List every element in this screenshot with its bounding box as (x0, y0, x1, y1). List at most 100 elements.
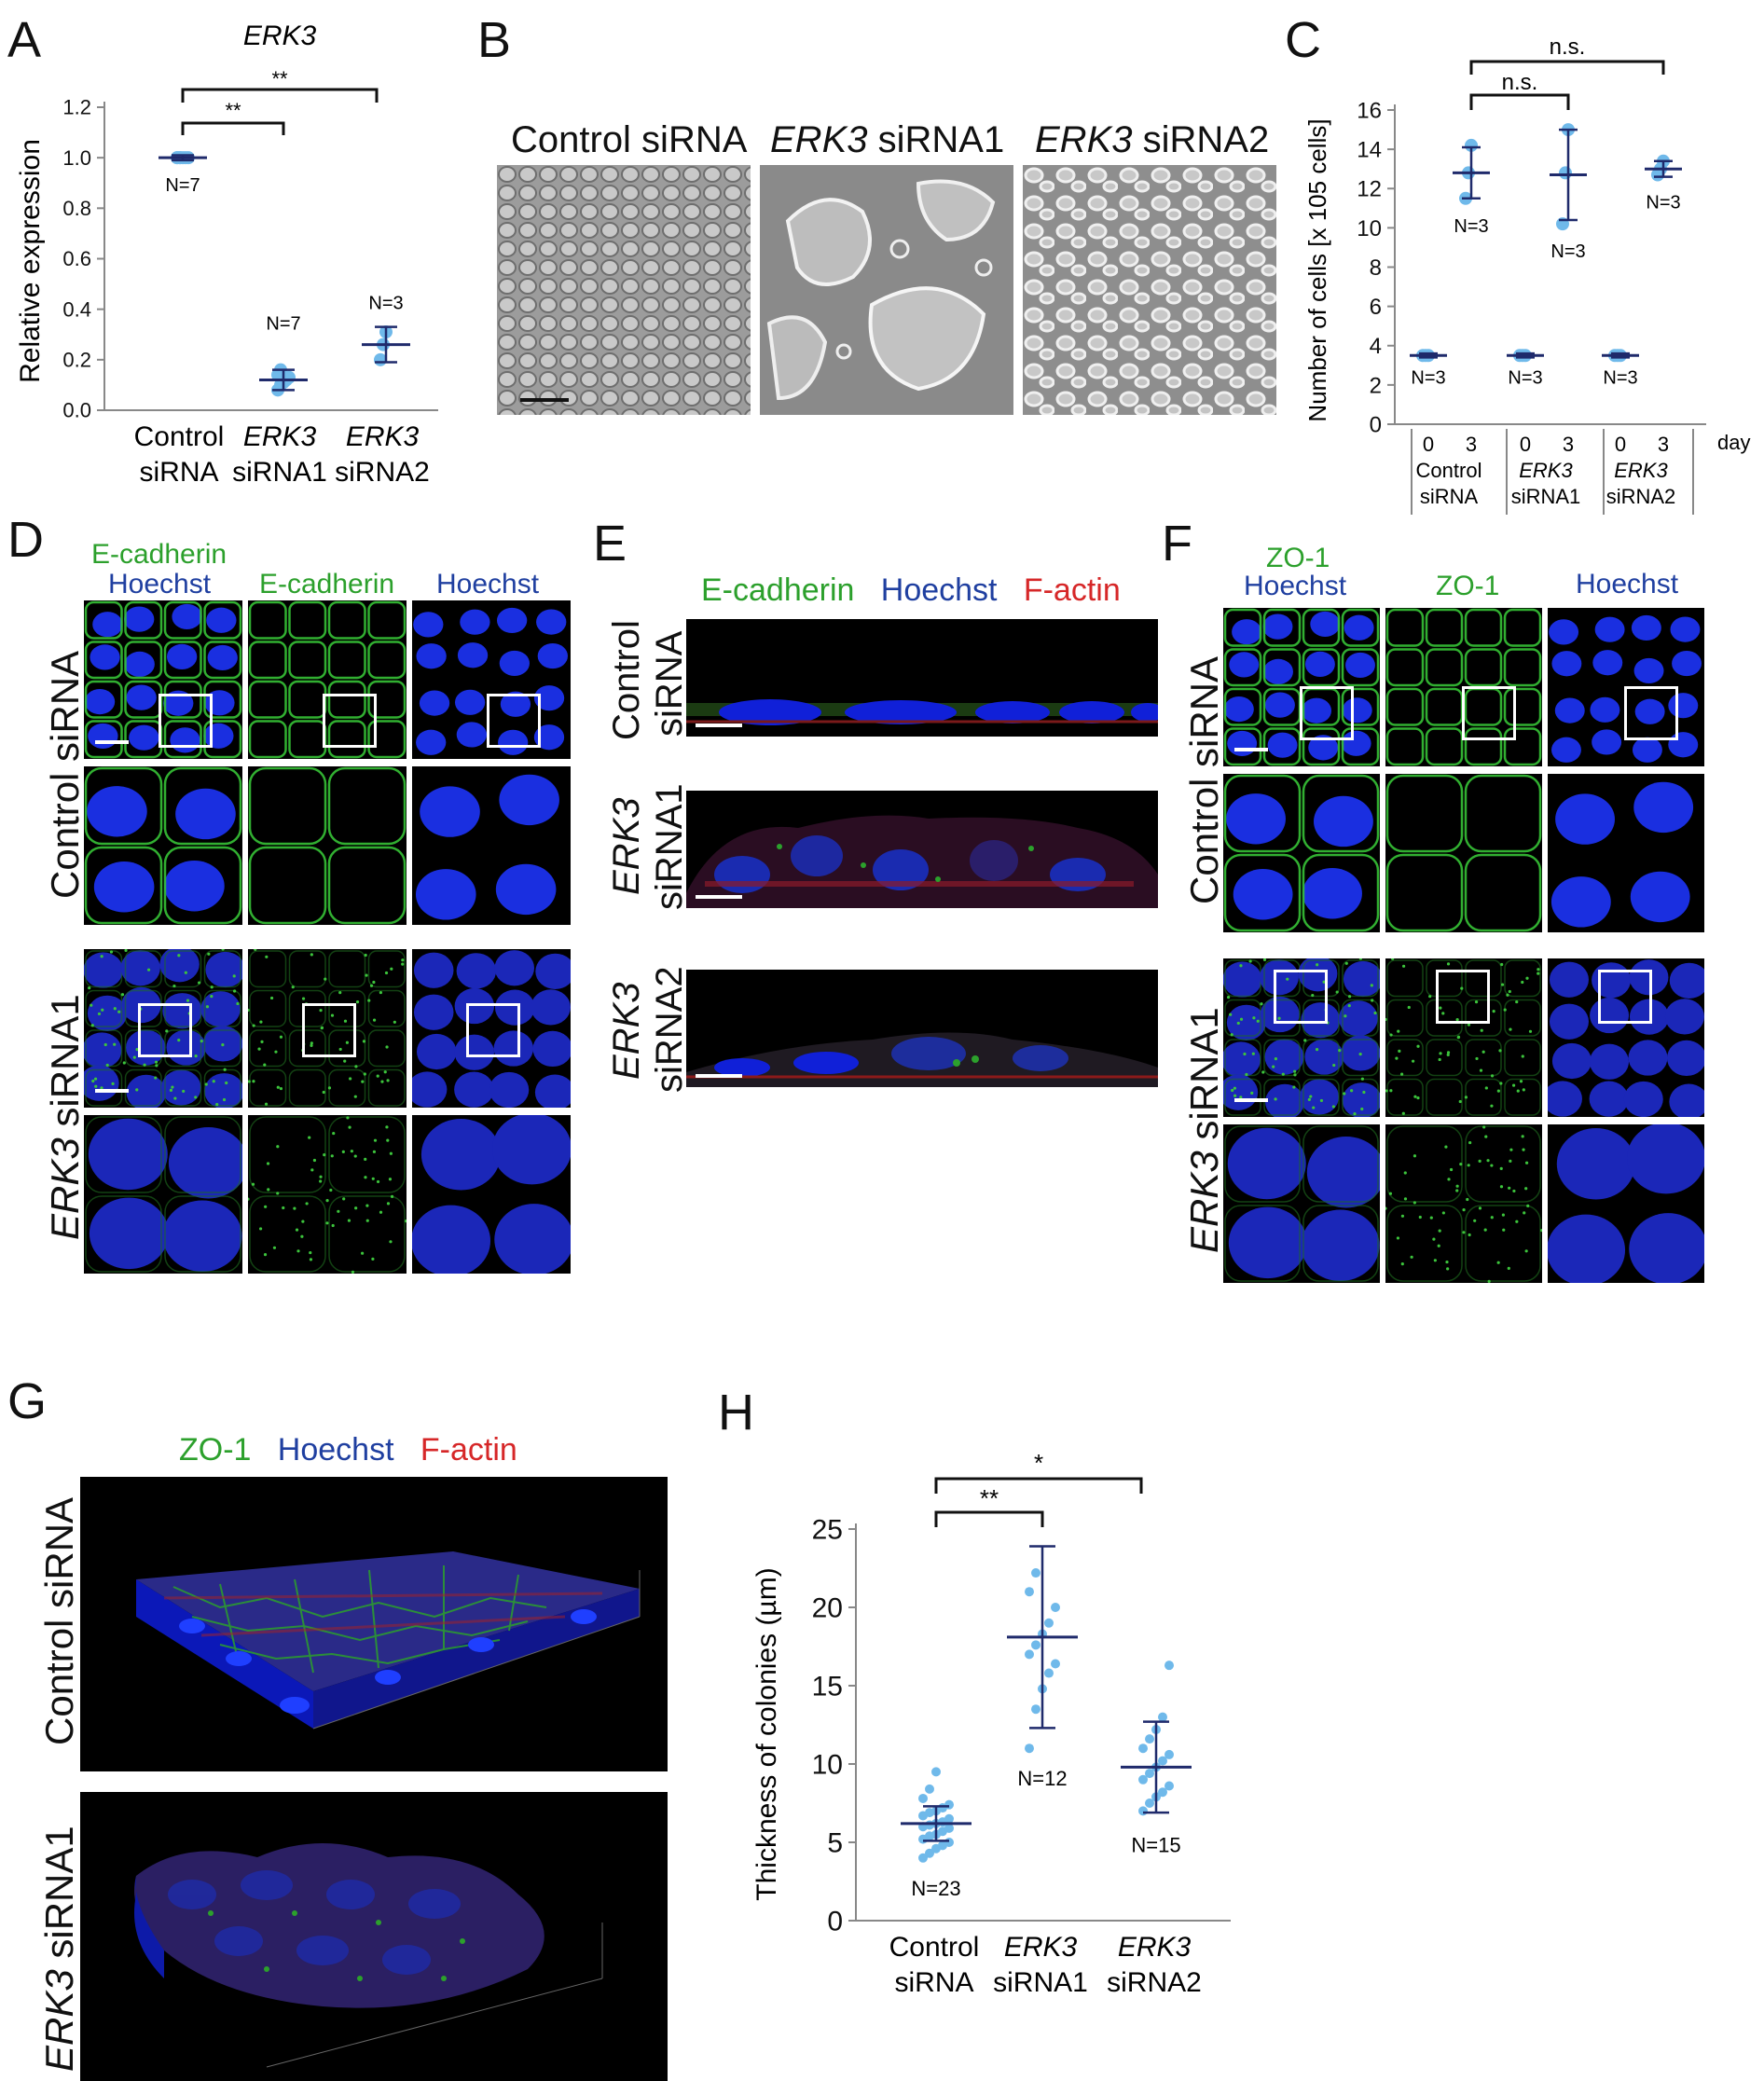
data-point (944, 1813, 954, 1824)
data-point (1158, 1756, 1167, 1766)
d-row1-label: Control siRNA (43, 650, 87, 899)
data-point (1031, 1568, 1040, 1578)
zoom-region-box (1300, 686, 1354, 740)
data-point (918, 1853, 928, 1863)
e-row1-label-b: siRNA (649, 630, 690, 737)
d-image-r1-c1 (84, 600, 242, 759)
x-label: ERK3 (346, 421, 420, 452)
d-col2-label: E-cadherin (259, 569, 395, 599)
sig-label: ** (225, 99, 241, 122)
data-point (1138, 1743, 1148, 1754)
b-col-erk3-sirna1: ERK3 siRNA1 (770, 119, 1005, 160)
sig-bracket (1469, 93, 1570, 110)
n-label: N=7 (165, 175, 200, 196)
x-label: Control (889, 1932, 980, 1963)
d-image-r4-c2 (248, 1115, 407, 1274)
f-image-r3-c2 (1385, 958, 1542, 1117)
y-tick-label: 10 (1357, 216, 1382, 241)
group-label: siRNA1 (1511, 485, 1581, 508)
d-col3-label: Hoechst (436, 569, 540, 599)
group-label: ERK3 (1614, 459, 1668, 482)
data-point (1025, 1743, 1034, 1754)
f-image-r1-c1 (1223, 608, 1380, 766)
y-tick-label: 0.4 (62, 297, 91, 321)
data-point (1145, 1734, 1154, 1744)
d-col1-green-label: E-cadherin (91, 539, 227, 570)
e-header: E-cadherin Hoechst F-actin (701, 572, 1121, 608)
y-tick-label: 14 (1357, 138, 1382, 163)
n-label: N=3 (1411, 367, 1445, 388)
y-tick-label: 4 (1370, 334, 1382, 359)
f-image-r2-c3 (1548, 774, 1704, 932)
x-label: siRNA1 (993, 1967, 1088, 1998)
x-label: siRNA1 (232, 457, 327, 488)
n-label: N=3 (1508, 367, 1542, 388)
zoom-region-box (466, 1003, 520, 1057)
e-row2-label-b: siRNA1 (649, 783, 690, 910)
x-label: siRNA (139, 457, 218, 488)
day-tick: 3 (1466, 433, 1477, 456)
scale-bar (1234, 748, 1268, 751)
data-point (1145, 1769, 1154, 1779)
data-point (1044, 1618, 1054, 1628)
g-control-3d-image (80, 1477, 668, 1771)
sig-bracket (934, 1510, 1044, 1527)
bright-field-erk3-sirna2-image (1023, 165, 1276, 415)
y-tick-label: 20 (812, 1593, 843, 1624)
day-tick: 3 (1563, 433, 1574, 456)
f-col2-label: ZO-1 (1436, 571, 1500, 601)
d-image-r2-c1 (84, 766, 242, 925)
e-row3-label-b: siRNA2 (649, 966, 690, 1093)
y-tick-label: 10 (812, 1750, 843, 1781)
zoom-region-box (323, 694, 377, 748)
data-point (1025, 1649, 1034, 1660)
data-point (944, 1838, 954, 1847)
panel-g-label: G (7, 1373, 48, 1429)
x-label: siRNA2 (335, 457, 430, 488)
y-tick-label: 0 (1370, 412, 1382, 437)
d-image-r4-c1 (84, 1115, 242, 1274)
y-tick-label: 0.0 (62, 399, 91, 422)
chart-c: 0 2 4 6 8 10 12 14 16 Number of cells [x 105 cell… (1303, 34, 1750, 515)
group-label: siRNA (1420, 485, 1479, 508)
x-label: ERK3 (1118, 1932, 1192, 1963)
y-tick-label: 0.8 (62, 197, 91, 220)
zoom-region-box (1624, 686, 1678, 740)
d-row2-label: ERK3 siRNA1 (43, 994, 87, 1240)
sig-bracket (1469, 60, 1665, 75)
data-point (1158, 1712, 1167, 1722)
n-label: N=3 (1646, 193, 1680, 214)
scale-bar (1234, 1098, 1268, 1102)
panel-f-label: F (1162, 516, 1192, 572)
data-point (1465, 138, 1478, 152)
f-image-r4-c2 (1385, 1124, 1542, 1283)
y-tick-label: 0.6 (62, 247, 91, 270)
d-image-r3-c2 (248, 949, 407, 1108)
y-tick-label: 16 (1357, 98, 1382, 123)
data-point (1051, 1659, 1060, 1669)
d-image-r2-c3 (412, 766, 571, 925)
f-col1-green-label: ZO-1 (1266, 543, 1330, 573)
scale-bar (95, 740, 129, 744)
zoom-region-box (1598, 970, 1652, 1024)
n-label: N=3 (368, 294, 403, 314)
y-tick-label: 0.2 (62, 349, 91, 372)
f-image-r2-c1 (1223, 774, 1380, 932)
f-row1-label: Control siRNA (1182, 655, 1226, 904)
sig-bracket (181, 88, 379, 103)
zoom-region-box (1436, 970, 1490, 1024)
sig-label: * (1034, 1449, 1043, 1477)
e-row1-label-a: Control (606, 620, 647, 740)
data-point (1165, 1661, 1174, 1671)
y-tick-label: 2 (1370, 373, 1382, 398)
f-image-r4-c1 (1223, 1124, 1380, 1283)
zoom-region-box (1274, 970, 1328, 1024)
y-tick-label: 1.2 (62, 96, 91, 119)
sig-label: n.s. (1550, 34, 1586, 60)
d-image-r4-c3 (412, 1115, 571, 1274)
n-label: N=3 (1603, 367, 1637, 388)
x-label: Control (134, 421, 225, 452)
sig-bracket (934, 1477, 1143, 1494)
data-point (1138, 1774, 1148, 1785)
data-point (1051, 1603, 1060, 1612)
